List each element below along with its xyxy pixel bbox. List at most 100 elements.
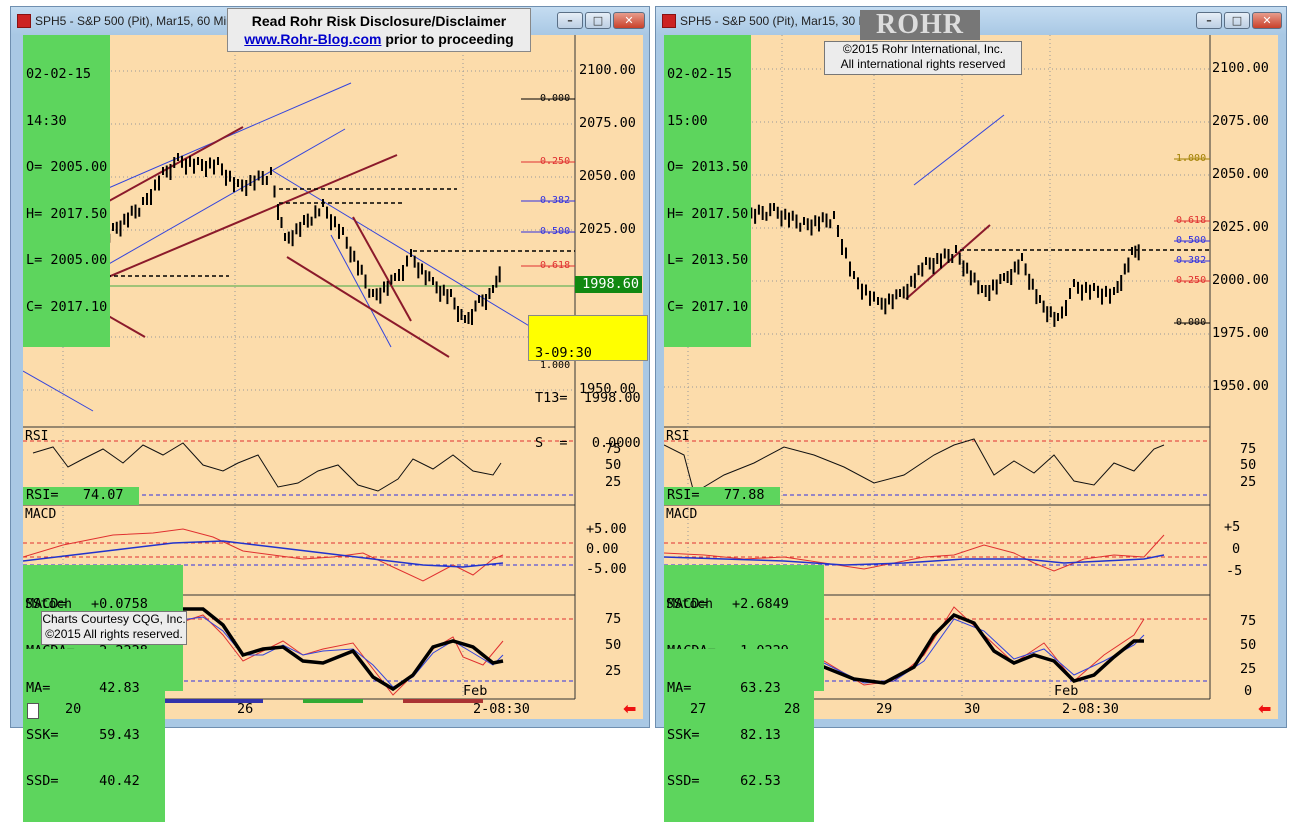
- left-ohlc-high: H= 2017.50: [26, 205, 108, 222]
- right-ohlc-close: C= 2017.10: [667, 298, 749, 315]
- right-ohlc-date: 02-02-15: [667, 66, 733, 82]
- right-stoch-ssd: SSD= 62.53: [667, 773, 781, 789]
- disclaimer-suffix: prior to proceeding: [381, 31, 514, 47]
- left-macd-axis: 0.00: [586, 541, 619, 557]
- left-stoch-axis: 75: [605, 611, 622, 627]
- close-icon[interactable]: ✕: [1252, 12, 1282, 29]
- fib-label: 0.000: [540, 93, 571, 104]
- right-price-label: 2050.00: [1212, 166, 1269, 182]
- cqg-copyright: Charts Courtesy CQG, Inc. ©2015 All righ…: [41, 611, 187, 645]
- fib-label: 0.500: [1176, 235, 1207, 246]
- minimize-icon[interactable]: –: [557, 12, 583, 29]
- right-rsi-title: RSI: [666, 429, 690, 444]
- right-price-label: 2025.00: [1212, 219, 1269, 235]
- fib-label: 1.000: [1176, 153, 1207, 164]
- left-rsi-axis: 25: [605, 474, 622, 490]
- right-macd-title: MACD: [666, 507, 698, 522]
- right-ohlc-low: L= 2013.50: [667, 252, 749, 268]
- fib-label: 0.250: [1176, 275, 1207, 286]
- right-macd-axis: 0: [1232, 541, 1241, 557]
- left-time-axis: Feb: [463, 683, 488, 699]
- right-ohlc-high: H= 2017.50: [667, 205, 749, 222]
- left-stoch-ssd: SSD= 40.42: [26, 773, 140, 789]
- rohr-copyright-line2: All international rights reserved: [840, 57, 1006, 71]
- left-ohlc-box: 02-02-15 14:30 O= 2005.00 H= 2017.50 L= …: [23, 35, 111, 347]
- right-chart-svg: [664, 35, 1211, 700]
- right-macd-value: MACD= +2.6849: [667, 596, 789, 612]
- rohr-blog-link[interactable]: www.Rohr-Blog.com: [244, 31, 382, 47]
- left-time-axis: 20: [65, 701, 82, 717]
- minimize-icon[interactable]: –: [1196, 12, 1222, 29]
- cqg-copyright-line2: ©2015 All rights reserved.: [45, 627, 183, 641]
- left-price-label: 2075.00: [579, 115, 636, 131]
- left-price-label: 2025.00: [579, 221, 636, 237]
- fib-label: 0.000: [1176, 317, 1207, 328]
- fib-label: 0.500: [540, 226, 571, 237]
- left-stoch-title: SStoch: [25, 597, 72, 612]
- left-rsi-axis: 50: [605, 457, 622, 473]
- right-stoch-axis: 25: [1240, 661, 1257, 677]
- right-ohlc-time: 15:00: [667, 112, 708, 129]
- cursor-time: 3-09:30: [535, 345, 592, 361]
- left-macd-value: MACD= +0.0758: [26, 596, 148, 612]
- left-window-title: SPH5 - S&P 500 (Pit), Mar15, 60 Min: [35, 14, 233, 28]
- right-ohlc-box: 02-02-15 15:00 O= 2013.50 H= 2017.50 L= …: [664, 35, 752, 347]
- rohr-logo: ROHR: [860, 10, 980, 40]
- fib-label: 0.382: [540, 195, 571, 206]
- left-rsi-value: RSI= 74.07: [23, 487, 139, 505]
- right-stoch-axis: 0: [1244, 683, 1253, 699]
- left-stoch-ssk: SSK= 59.43: [26, 726, 140, 743]
- cursor-s: S = 0.0000: [535, 435, 641, 451]
- right-stoch-ma: MA= 63.23: [667, 680, 781, 696]
- left-ohlc-close: C= 2017.10: [26, 298, 108, 315]
- right-stoch-title: SStoch: [666, 597, 713, 612]
- left-price-label: 2050.00: [579, 168, 636, 184]
- right-time-axis: 30: [964, 701, 981, 717]
- rohr-copyright-line1: ©2015 Rohr International, Inc.: [842, 42, 1004, 56]
- cqg-icon: [17, 14, 31, 28]
- right-stoch-ssk: SSK= 82.13: [667, 726, 781, 743]
- right-stoch-box: MA= 63.23 SSK= 82.13 SSD= 62.53: [664, 649, 814, 822]
- right-chart-window[interactable]: SPH5 - S&P 500 (Pit), Mar15, 30 Min – □ …: [655, 6, 1287, 822]
- left-ohlc-time: 14:30: [26, 112, 67, 129]
- left-price-label: 1950.00: [579, 381, 636, 397]
- cqg-icon: [662, 14, 676, 28]
- right-stoch-axis: 50: [1240, 637, 1257, 653]
- right-time-axis: 27: [690, 701, 707, 717]
- right-stoch-axis: 75: [1240, 613, 1257, 629]
- right-macd-axis: -5: [1226, 563, 1243, 579]
- right-time-axis: 29: [876, 701, 893, 717]
- disclaimer-box[interactable]: Read Rohr Risk Disclosure/Disclaimer www…: [227, 8, 531, 52]
- left-time-axis: 2-08:30: [473, 701, 530, 717]
- left-chart-window[interactable]: SPH5 - S&P 500 (Pit), Mar15, 60 Min – □ …: [10, 6, 650, 822]
- scroll-left-arrow-icon[interactable]: ⬅: [1258, 699, 1272, 718]
- disclaimer-line2: www.Rohr-Blog.com prior to proceeding: [228, 30, 530, 48]
- right-time-axis: 28: [784, 701, 801, 717]
- right-ohlc-open: O= 2013.50: [667, 159, 749, 175]
- last-price-tag: 1998.60: [575, 276, 642, 293]
- right-price-label: 1975.00: [1212, 325, 1269, 341]
- scroll-left-arrow-icon[interactable]: ⬅: [623, 699, 637, 718]
- left-ohlc-date: 02-02-15: [26, 66, 92, 82]
- right-rsi-value: RSI= 77.88: [664, 487, 780, 505]
- left-rsi-title: RSI: [25, 429, 49, 444]
- right-price-label: 2075.00: [1212, 113, 1269, 129]
- close-icon[interactable]: ✕: [613, 12, 645, 29]
- maximize-icon[interactable]: □: [585, 12, 611, 29]
- right-chart-area[interactable]: 02-02-15 15:00 O= 2013.50 H= 2017.50 L= …: [664, 35, 1278, 822]
- left-chart-area[interactable]: 02-02-15 14:30 O= 2005.00 H= 2017.50 L= …: [23, 35, 643, 822]
- left-stoch-box: MA= 42.83 SSK= 59.43 SSD= 40.42: [23, 649, 165, 822]
- cursor-readout: 3-09:30 T13= 1998.00 S = 0.0000: [528, 315, 648, 451]
- left-stoch-ma: MA= 42.83: [26, 680, 140, 696]
- left-rsi-axis: 75: [605, 441, 622, 457]
- right-time-axis: Feb: [1054, 683, 1079, 699]
- maximize-icon[interactable]: □: [1224, 12, 1250, 29]
- fib-label: 0.250: [540, 156, 571, 167]
- right-rsi-axis: 25: [1240, 474, 1257, 490]
- fib-label: 0.618: [540, 260, 571, 271]
- left-stoch-axis: 25: [605, 663, 622, 679]
- left-ohlc-open: O= 2005.00: [26, 159, 108, 175]
- scroll-left-box[interactable]: [27, 703, 39, 719]
- left-time-axis: 26: [237, 701, 254, 717]
- rohr-copyright: ©2015 Rohr International, Inc. All inter…: [824, 41, 1022, 75]
